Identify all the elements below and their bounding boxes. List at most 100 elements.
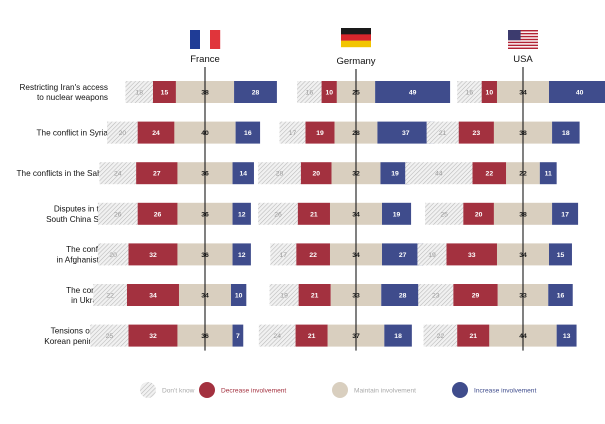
row-label-line: The conflicts in the Sahel (17, 169, 109, 178)
bar-value-label: 19 (280, 293, 288, 300)
bar-increase (549, 81, 605, 103)
bar-decrease (305, 121, 335, 144)
bar-value-label: 16 (244, 130, 252, 137)
bar-increase (232, 243, 251, 266)
bar-value-label: 7 (236, 333, 240, 340)
row-label-line: in Ukraine (71, 296, 108, 305)
bar-increase (552, 121, 580, 144)
bar-row: 26263612 (97, 202, 251, 225)
bar-value-label: 28 (276, 171, 284, 178)
bar-row: 17223427 (270, 243, 424, 266)
flag-stripe (210, 30, 221, 49)
row-label-line: The conflict in Syria (37, 129, 109, 138)
bar-increase (384, 324, 412, 347)
row-label-line: Tensions on the (51, 326, 109, 335)
bar-dont-know (423, 324, 458, 347)
bar-dont-know (97, 202, 138, 225)
flag-stripe (341, 28, 371, 35)
bar-increase (539, 162, 557, 185)
row-label: Tensions on the Korean peninsula (44, 326, 108, 345)
bar-value-label: 40 (576, 90, 584, 97)
flag-stripe (341, 40, 371, 48)
flag-stripe (508, 30, 538, 32)
row-label-line: in Afghanistan (57, 256, 109, 265)
bar-value-label: 21 (310, 211, 318, 218)
flag-stripe (341, 34, 371, 41)
legend-swatch (332, 382, 348, 398)
bar-value-label: 23 (432, 293, 440, 300)
bar-dont-know (125, 81, 153, 103)
flag-germany (341, 28, 371, 48)
bar-row: 18153828 (125, 81, 277, 103)
legend-swatch (199, 382, 215, 398)
bar-value-label: 22 (106, 293, 114, 300)
bar-increase (380, 162, 410, 185)
flag-stripe (200, 30, 211, 49)
bar-value-label: 26 (114, 211, 122, 218)
country-name: USA (513, 54, 533, 65)
bar-value-label: 26 (274, 211, 282, 218)
bar-value-label: 23 (473, 130, 481, 137)
bar-increase (382, 243, 424, 266)
bar-decrease (481, 81, 497, 103)
bar-decrease (472, 162, 507, 185)
flag-canton (508, 30, 521, 41)
bar-value-label: 27 (153, 171, 161, 178)
country-name: France (190, 54, 220, 65)
bar-value-label: 17 (289, 130, 297, 137)
bar-decrease (297, 202, 330, 225)
bar-decrease (136, 162, 178, 185)
bar-dont-know (426, 121, 459, 144)
bar-value-label: 10 (235, 293, 243, 300)
row-label: The conflict in Ukraine (66, 286, 109, 305)
bar-decrease (457, 324, 490, 347)
bar-increase (231, 284, 247, 306)
bar-value-label: 24 (273, 333, 281, 340)
flag-france (190, 30, 221, 49)
bar-value-label: 26 (154, 211, 162, 218)
bar-row: 24213718 (258, 324, 412, 347)
bar-value-label: 20 (312, 171, 320, 178)
bar-value-label: 33 (468, 252, 476, 259)
bar-dont-know (297, 81, 322, 103)
legend-item-dont-know: Don't know (140, 382, 195, 398)
bar-increase (556, 324, 577, 347)
bar-row: 19333415 (417, 243, 572, 266)
bar-value-label: 19 (393, 211, 401, 218)
bar-value-label: 15 (557, 252, 565, 259)
row-label: The conflict in Afghanistan (57, 245, 109, 264)
bar-value-label: 29 (472, 293, 480, 300)
bar-decrease (296, 243, 330, 266)
bar-row: 20244016 (107, 121, 261, 144)
bar-row: 26213419 (258, 202, 412, 225)
bar-decrease (128, 324, 178, 347)
legend-label: Decrease involvement (221, 388, 286, 395)
bar-decrease (300, 162, 332, 185)
legend-swatch (452, 382, 468, 398)
row-label: Disputes in the South China Sea (46, 205, 108, 224)
panels: France1815382820244016242736142626361220… (90, 28, 605, 351)
bar-value-label: 16 (557, 293, 565, 300)
bar-dont-know (417, 243, 447, 266)
bar-decrease (126, 284, 179, 306)
bar-value-label: 18 (135, 90, 143, 97)
bar-value-label: 14 (239, 171, 247, 178)
bar-value-label: 22 (437, 333, 445, 340)
bar-value-label: 22 (486, 171, 494, 178)
row-label-line: South China Sea (46, 215, 108, 224)
row-labels: Restricting Iran's access to nuclear weap… (17, 83, 109, 346)
bar-value-label: 21 (439, 130, 447, 137)
panel-usa: USA1610344021233818442222112520381719333… (405, 30, 605, 351)
bar-value-label: 32 (149, 252, 157, 259)
flag-stripe (508, 41, 538, 44)
legend-label: Don't know (162, 388, 195, 395)
bar-value-label: 37 (402, 130, 410, 137)
flag-stripe (508, 47, 538, 49)
row-label: The conflicts in the Sahel (17, 169, 109, 178)
bar-dont-know (97, 243, 129, 266)
bar-value-label: 21 (469, 333, 477, 340)
bar-increase (232, 202, 251, 225)
legend: Don't know Decrease involvement Maintain i… (140, 382, 536, 398)
bar-value-label: 20 (109, 252, 117, 259)
bar-decrease (152, 81, 176, 103)
